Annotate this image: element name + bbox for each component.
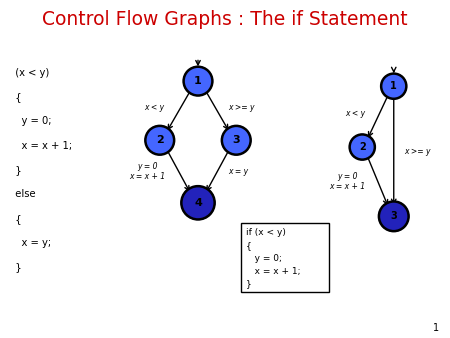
Text: x >= y: x >= y — [404, 147, 430, 156]
Text: x = y: x = y — [229, 167, 249, 176]
Text: 3: 3 — [391, 211, 397, 221]
Text: 1: 1 — [391, 81, 397, 91]
Ellipse shape — [145, 126, 174, 155]
Text: 1: 1 — [194, 76, 202, 86]
Ellipse shape — [181, 186, 215, 219]
Text: 2: 2 — [156, 135, 164, 145]
Text: x < y: x < y — [346, 109, 365, 118]
Text: 3: 3 — [233, 135, 240, 145]
Text: }: } — [9, 262, 22, 272]
Text: Control Flow Graphs : The if Statement: Control Flow Graphs : The if Statement — [42, 10, 408, 29]
Text: x < y: x < y — [144, 103, 164, 112]
Text: x = x + 1;: x = x + 1; — [246, 267, 301, 276]
Text: x = x + 1;: x = x + 1; — [9, 141, 72, 151]
Text: 1: 1 — [432, 323, 439, 333]
FancyBboxPatch shape — [241, 223, 328, 292]
Text: else: else — [9, 189, 36, 199]
Text: if (x < y): if (x < y) — [246, 228, 286, 237]
Text: (x < y): (x < y) — [9, 68, 49, 78]
Ellipse shape — [350, 135, 375, 160]
Text: {: { — [246, 241, 252, 250]
Text: }: } — [246, 280, 252, 289]
Text: 4: 4 — [194, 198, 202, 208]
Text: y = 0
x = x + 1: y = 0 x = x + 1 — [329, 172, 365, 191]
Text: y = 0
x = x + 1: y = 0 x = x + 1 — [129, 162, 166, 181]
Text: y = 0;: y = 0; — [246, 254, 282, 263]
Text: 2: 2 — [359, 142, 365, 152]
Ellipse shape — [222, 126, 251, 155]
Text: }: } — [9, 165, 22, 175]
Text: x = y;: x = y; — [9, 238, 51, 248]
Ellipse shape — [381, 74, 406, 99]
Ellipse shape — [184, 67, 212, 96]
Text: {: { — [9, 92, 22, 102]
Ellipse shape — [379, 201, 409, 231]
Text: x >= y: x >= y — [229, 103, 255, 112]
Text: {: { — [9, 214, 22, 224]
Text: y = 0;: y = 0; — [9, 116, 51, 126]
